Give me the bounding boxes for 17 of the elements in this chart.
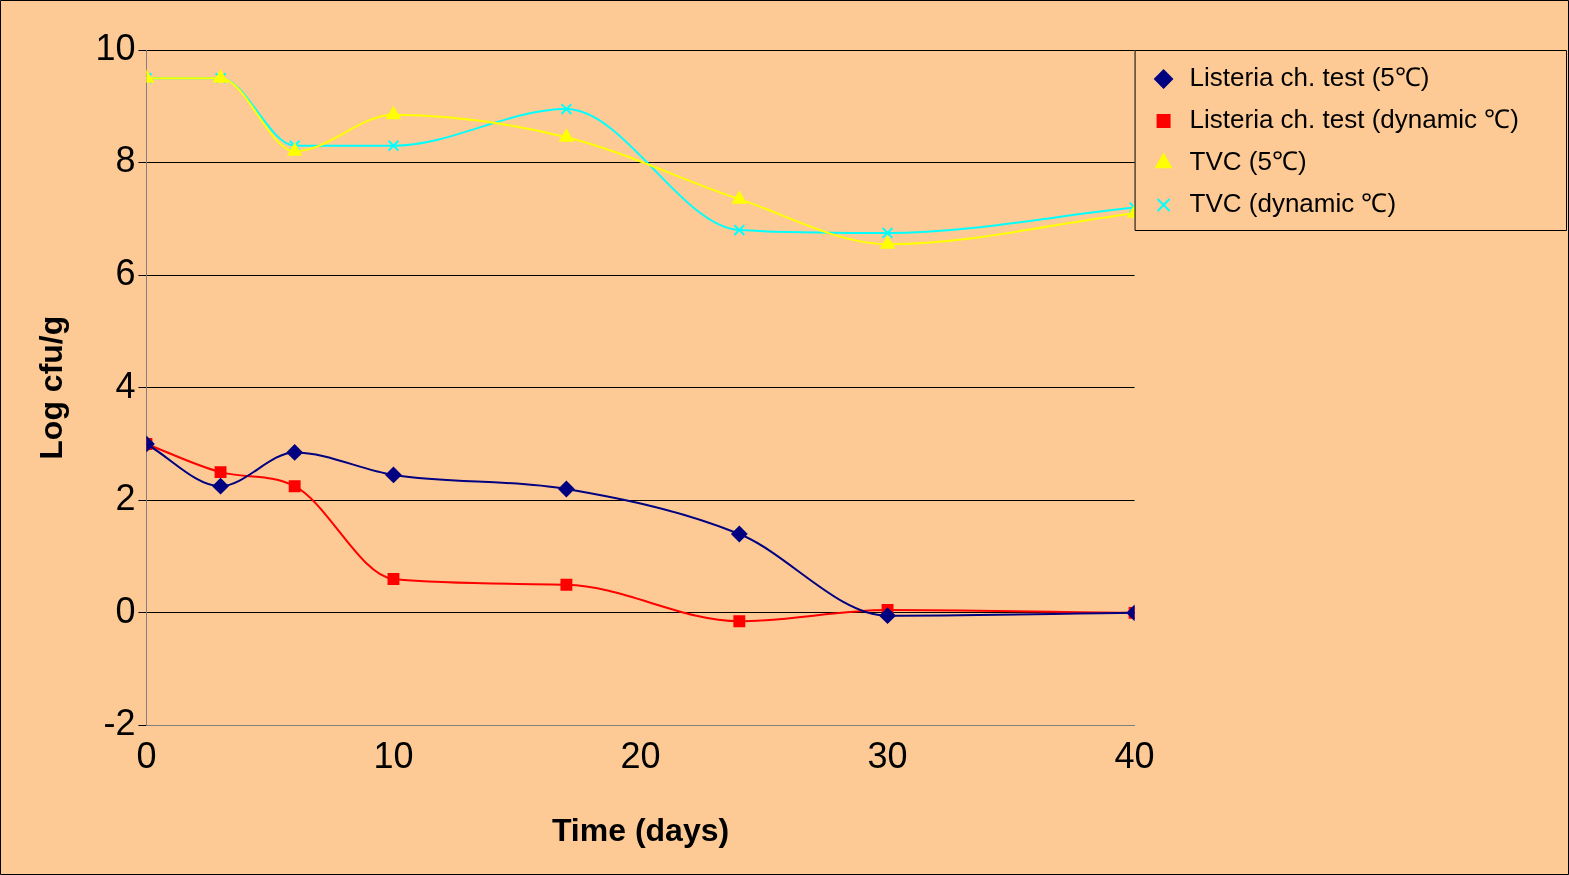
x-tick-label: 30 xyxy=(867,734,908,776)
y-tick-label: 4 xyxy=(115,364,136,406)
legend-label: TVC (5℃) xyxy=(1189,146,1307,177)
y-tick-label: -2 xyxy=(103,702,136,744)
y-tick-label: 2 xyxy=(115,477,136,519)
x-tick-label: 20 xyxy=(620,734,661,776)
legend-label: TVC (dynamic ℃) xyxy=(1189,188,1397,219)
x-axis-title: Time (days) xyxy=(551,811,730,848)
y-tick-label: 0 xyxy=(115,589,136,631)
y-tick-label: 10 xyxy=(95,26,136,68)
x-tick-label: 40 xyxy=(1114,734,1155,776)
x-tick-label: 10 xyxy=(373,734,414,776)
y-axis-title: Log cfu/g xyxy=(33,315,70,460)
legend-label: Listeria ch. test (dynamic ℃) xyxy=(1189,104,1520,135)
legend-label: Listeria ch. test (5℃) xyxy=(1189,62,1430,93)
y-tick-label: 8 xyxy=(115,139,136,181)
y-tick-label: 6 xyxy=(115,252,136,294)
